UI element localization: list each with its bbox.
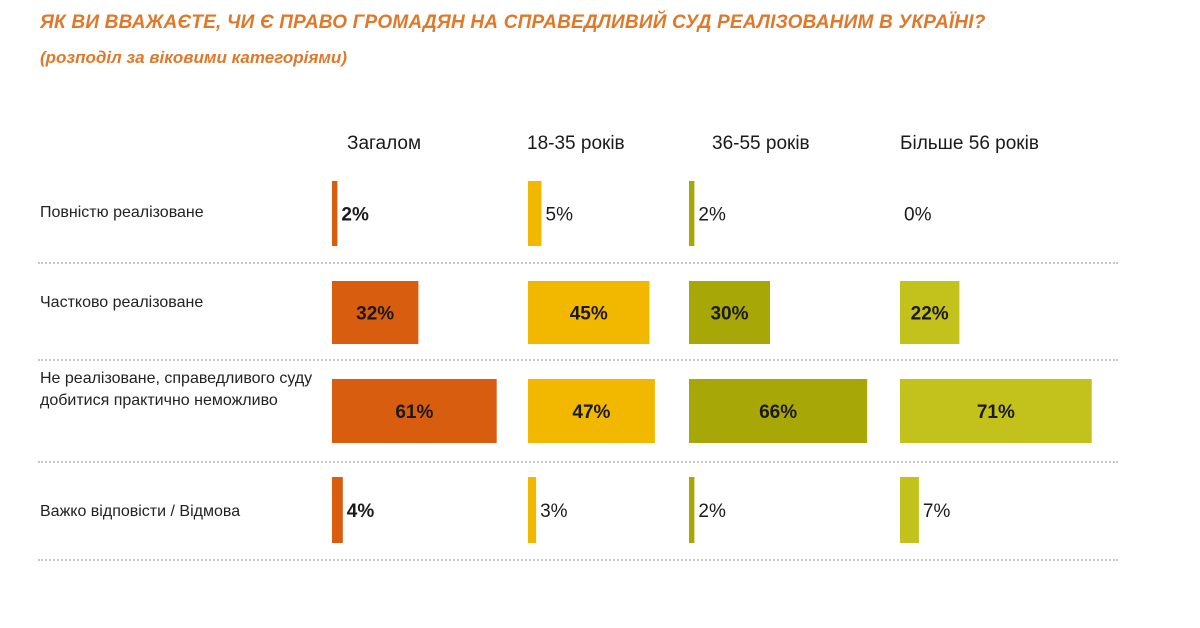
bar-1-4 xyxy=(332,477,343,543)
bar-4-3 xyxy=(900,379,1092,443)
row-label-not-realized: Не реалізоване, справедливого суду добит… xyxy=(40,370,313,409)
data-label-1-1: 2% xyxy=(341,205,369,226)
row-label-partially: Частково реалізоване xyxy=(40,294,204,311)
chart-title: ЯК ВИ ВВАЖАЄТЕ, ЧИ Є ПРАВО ГРОМАДЯН НА С… xyxy=(40,12,986,33)
row-label-fully: Повністю реалізоване xyxy=(40,204,204,221)
data-label-4-1: 0% xyxy=(904,205,932,226)
column-header-18-35: 18-35 років xyxy=(527,133,625,154)
data-label-3-3: 66% xyxy=(759,402,797,423)
bar-2-3 xyxy=(528,379,655,443)
row-divider xyxy=(38,461,1118,463)
data-label-2-2: 45% xyxy=(570,304,608,325)
column-header-56-plus: Більше 56 років xyxy=(900,133,1039,154)
column-header-36-55: 36-55 років xyxy=(712,133,810,154)
chart-subtitle: (розподіл за віковими категоріями) xyxy=(40,48,347,67)
bar-4-2 xyxy=(900,281,960,344)
row-divider xyxy=(38,262,1118,264)
bar-3-2 xyxy=(689,281,770,344)
column-header-total: Загалом xyxy=(347,133,422,154)
data-label-2-1: 5% xyxy=(546,205,574,226)
bar-3-1 xyxy=(689,181,695,246)
bar-1-2 xyxy=(332,281,419,344)
data-label-3-4: 2% xyxy=(698,501,726,522)
data-label-4-4: 7% xyxy=(923,501,951,522)
bar-3-4 xyxy=(689,477,695,543)
row-divider xyxy=(38,359,1118,361)
data-label-4-2: 22% xyxy=(911,304,949,325)
row-divider xyxy=(38,559,1118,561)
row-label-hard-to-say: Важко відповісти / Відмова xyxy=(40,503,241,520)
data-label-1-4: 4% xyxy=(347,501,375,522)
data-label-2-4: 3% xyxy=(540,501,568,522)
bar-2-4 xyxy=(528,477,537,543)
data-label-3-2: 30% xyxy=(710,304,748,325)
data-label-2-3: 47% xyxy=(572,402,610,423)
bar-2-1 xyxy=(528,181,542,246)
bar-3-3 xyxy=(689,379,868,443)
data-label-1-3: 61% xyxy=(395,402,433,423)
bar-1-3 xyxy=(332,379,497,443)
data-label-3-1: 2% xyxy=(698,205,726,226)
bar-1-1 xyxy=(332,181,338,246)
data-label-4-3: 71% xyxy=(977,402,1015,423)
bar-4-4 xyxy=(900,477,919,543)
bar-2-2 xyxy=(528,281,650,344)
data-label-1-2: 32% xyxy=(356,304,394,325)
